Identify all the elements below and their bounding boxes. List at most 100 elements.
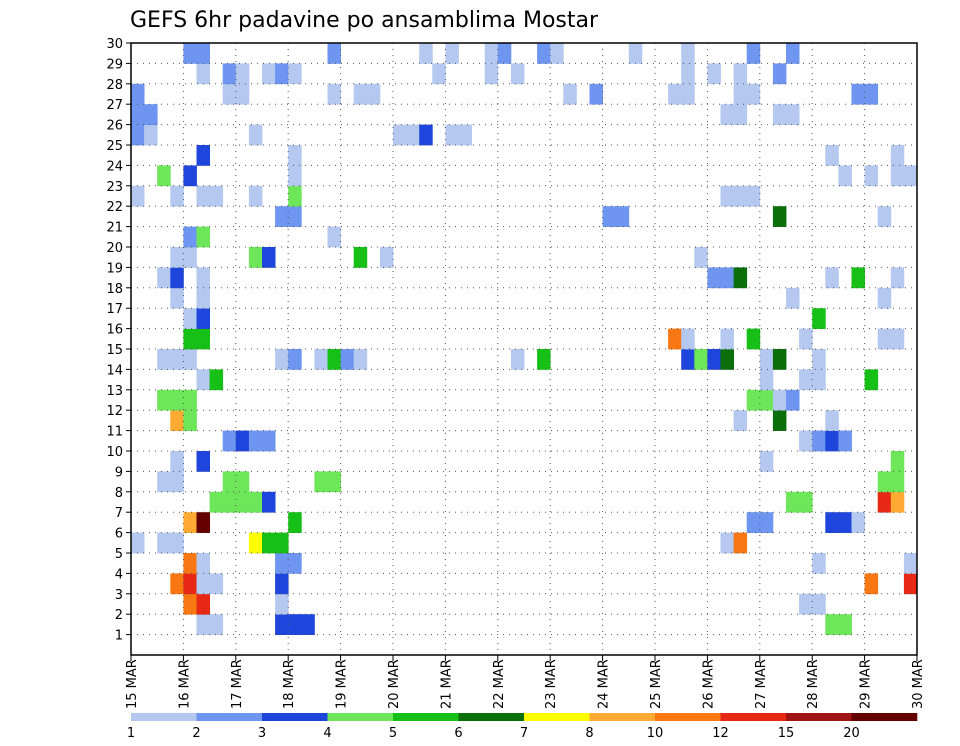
heatmap-cell [196, 287, 210, 309]
heatmap-cell [170, 389, 184, 411]
x-tick-label: 24 MAR [597, 659, 612, 709]
heatmap-cell [196, 614, 210, 635]
heatmap-cell [825, 430, 839, 452]
y-tick-label: 25 [106, 139, 123, 154]
y-tick-label: 27 [106, 98, 123, 113]
heatmap-cell [563, 83, 577, 105]
heatmap-cell [222, 471, 237, 493]
heatmap-cell [890, 165, 905, 187]
heatmap-cell [720, 532, 734, 554]
heatmap-cell [235, 471, 250, 493]
heatmap-cell [183, 512, 197, 533]
heatmap-cell [170, 471, 184, 493]
heatmap-cell [183, 573, 197, 595]
legend-label: 6 [454, 726, 462, 741]
heatmap-cell [681, 83, 695, 105]
heatmap-cell [262, 247, 276, 268]
heatmap-cell [589, 83, 603, 105]
legend-label: 8 [585, 726, 593, 741]
heatmap-cell [550, 43, 564, 64]
heatmap-cell [196, 369, 210, 391]
legend-label: 2 [192, 726, 200, 741]
y-tick-label: 1 [115, 629, 123, 644]
heatmap-cell [183, 593, 197, 615]
heatmap-cell [681, 349, 695, 370]
legend-label: 4 [323, 726, 331, 741]
heatmap-cell [222, 83, 237, 105]
heatmap-cell [327, 43, 341, 64]
heatmap-cell [183, 553, 197, 574]
heatmap-cell [275, 63, 289, 85]
heatmap-cell [890, 328, 905, 350]
heatmap-cell [275, 593, 289, 615]
x-tick-label: 30 MAR [911, 659, 926, 709]
legend-swatch [327, 713, 394, 721]
heatmap-cell [720, 267, 734, 289]
heatmap-cell [248, 491, 263, 513]
heatmap-cell [196, 451, 210, 472]
heatmap-cell [838, 614, 852, 635]
heatmap-cell [681, 328, 695, 350]
heatmap-cell [183, 226, 197, 248]
heatmap-cell [733, 104, 748, 125]
heatmap-cell [196, 593, 210, 615]
heatmap-cell [288, 206, 302, 227]
heatmap-cell [183, 389, 197, 411]
heatmap-cell [733, 185, 748, 207]
heatmap-cell [183, 165, 197, 187]
heatmap-cell [877, 328, 892, 350]
heatmap-cell [484, 43, 499, 64]
legend-label: 12 [712, 726, 729, 741]
heatmap-cell [222, 430, 237, 452]
heatmap-cell [144, 104, 158, 125]
y-tick-label: 17 [106, 302, 123, 317]
heatmap-cell [131, 185, 145, 207]
heatmap-cell [812, 308, 826, 329]
heatmap-cell [445, 124, 459, 146]
heatmap-cell [877, 471, 892, 493]
heatmap-cell [235, 430, 250, 452]
heatmap-cell [288, 185, 302, 207]
heatmap-cell [458, 124, 472, 146]
heatmap-cell [720, 349, 734, 370]
x-tick-label: 18 MAR [282, 659, 297, 709]
heatmap-cell [851, 512, 865, 533]
heatmap-cell [222, 63, 237, 85]
heatmap-cell [170, 451, 184, 472]
heatmap-cell [209, 573, 224, 595]
heatmap-cell [275, 349, 289, 370]
heatmap-cell [196, 308, 210, 329]
heatmap-cell [248, 430, 263, 452]
heatmap-cell [196, 63, 210, 85]
heatmap-cell [419, 43, 433, 64]
x-tick-label: 17 MAR [230, 659, 245, 709]
heatmap-cell [157, 267, 171, 289]
legend-swatch [393, 713, 459, 721]
heatmap-cell [235, 63, 250, 85]
heatmap-cell [786, 43, 800, 64]
heatmap-cell [733, 532, 748, 554]
heatmap-cell [183, 328, 197, 350]
heatmap-cell [157, 389, 171, 411]
heatmap-cell [746, 389, 761, 411]
heatmap-cell [825, 512, 839, 533]
heatmap-cell [772, 63, 787, 85]
heatmap-cell [799, 328, 813, 350]
heatmap-cell [707, 63, 721, 85]
heatmap-cell [288, 145, 302, 166]
heatmap-cell [183, 349, 197, 370]
heatmap-cell [183, 308, 197, 329]
heatmap-cell [890, 267, 905, 289]
heatmap-cell [720, 328, 734, 350]
heatmap-cell [170, 185, 184, 207]
legend-swatch [524, 713, 590, 721]
x-tick-label: 27 MAR [754, 659, 769, 709]
heatmap-cell [157, 471, 171, 493]
heatmap-cell [681, 43, 695, 64]
heatmap-cell [864, 165, 879, 187]
heatmap-cell [262, 63, 276, 85]
legend-swatch [786, 713, 852, 721]
heatmap-cell [851, 83, 865, 105]
heatmap-cell [707, 349, 721, 370]
